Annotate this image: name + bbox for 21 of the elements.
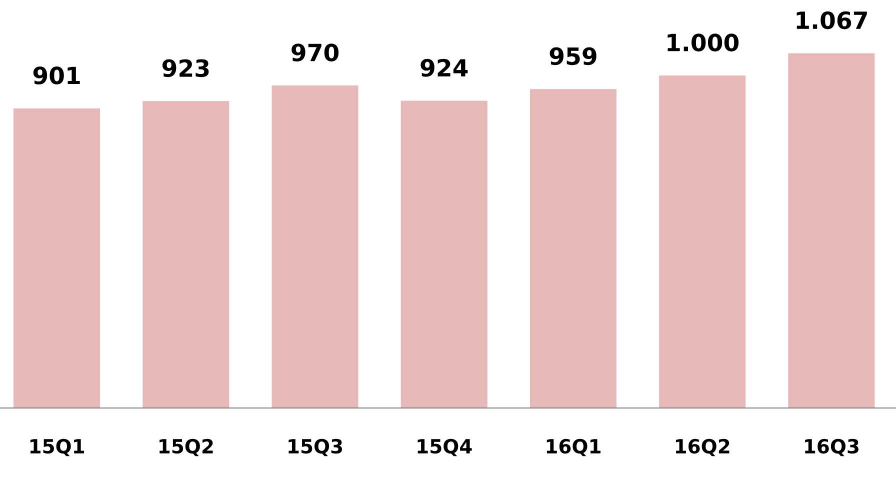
x-tick-label: 15Q2 [160,438,213,456]
bar [272,85,358,408]
bar [530,89,616,408]
data-label: 1.000 [668,34,739,52]
x-tick-label: 16Q2 [676,438,730,456]
bar [142,101,230,408]
data-label: 901 [33,66,80,84]
bar [788,53,875,408]
x-tick-label: 15Q3 [288,438,342,456]
bar [400,100,488,408]
data-label: 1.067 [796,11,867,30]
bar [659,75,746,408]
x-tick-label: 15Q1 [30,438,84,456]
data-label: 923 [162,59,209,78]
x-tick-label: 16Q3 [805,438,858,456]
data-label: 970 [292,44,339,62]
bar [14,108,100,408]
x-tick-label: 15Q4 [418,438,472,456]
data-label: 959 [550,47,596,66]
data-label: 924 [420,58,468,77]
x-tick-label: 16Q1 [546,438,600,456]
